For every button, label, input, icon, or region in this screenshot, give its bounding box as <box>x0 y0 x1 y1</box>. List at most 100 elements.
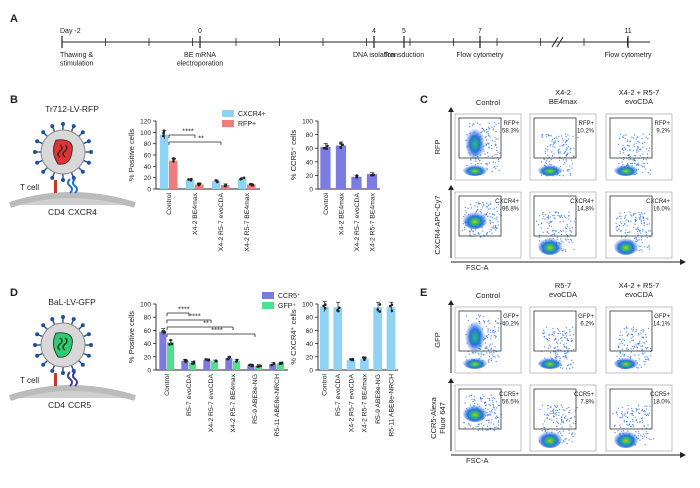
flow-event <box>488 361 490 363</box>
flow-event <box>547 158 549 160</box>
flow-event <box>566 169 568 171</box>
flow-event <box>645 234 648 236</box>
flow-event <box>631 345 634 348</box>
flow-event <box>473 230 475 232</box>
flow-event <box>565 149 567 151</box>
flow-event <box>632 150 635 152</box>
flow-event <box>645 414 648 417</box>
flow-event <box>639 148 642 150</box>
flow-event <box>640 222 643 225</box>
flow-event <box>559 357 561 360</box>
flow-event <box>554 413 556 415</box>
virus-name-label: Tr712-LV-RFP <box>45 104 99 114</box>
flow-event <box>559 216 561 218</box>
y-tick-label: 60 <box>144 328 152 335</box>
flow-event <box>624 146 626 148</box>
flow-event <box>550 143 552 146</box>
flow-event <box>636 228 638 230</box>
replicate-point <box>322 304 325 308</box>
flow-event <box>542 158 545 160</box>
flow-event <box>564 133 566 135</box>
flow-event <box>546 339 549 341</box>
flow-event <box>568 406 570 409</box>
virus-spike-head <box>33 343 37 347</box>
flow-event <box>541 430 544 432</box>
flow-event <box>546 145 549 148</box>
flow-event <box>643 330 645 332</box>
flow-event <box>635 142 637 144</box>
flow-event <box>559 332 561 335</box>
flow-event <box>642 162 645 164</box>
flow-event <box>635 407 638 410</box>
flow-event <box>568 439 570 441</box>
flow-column-header: evoCDA <box>625 290 653 299</box>
panel-d-label: D <box>10 287 18 299</box>
timeline-day-label: Day -2 <box>60 28 81 35</box>
flow-event <box>573 248 575 250</box>
flow-event <box>635 430 637 433</box>
flow-event <box>635 216 637 219</box>
flow-event <box>619 338 621 341</box>
flow-event <box>556 405 559 407</box>
flow-gate <box>458 310 502 352</box>
flow-event <box>649 230 652 232</box>
flow-column-header: Control <box>476 291 501 300</box>
flow-event <box>549 412 551 415</box>
flow-event <box>648 246 650 248</box>
flow-event <box>628 145 631 147</box>
flow-event <box>560 337 562 340</box>
flow-event <box>634 220 637 222</box>
flow-event <box>641 352 644 354</box>
flow-event <box>492 161 495 163</box>
flow-event <box>558 414 560 416</box>
flow-event <box>545 338 548 340</box>
flow-event <box>485 163 487 165</box>
flow-event <box>633 134 636 136</box>
flow-event <box>622 338 624 341</box>
flow-event <box>488 162 491 164</box>
flow-event <box>643 224 646 227</box>
flow-event <box>472 123 474 125</box>
flow-event <box>636 230 639 233</box>
flow-event <box>627 424 629 426</box>
flow-event <box>542 329 545 332</box>
flow-event <box>553 233 556 235</box>
flow-event <box>639 340 641 342</box>
flow-event <box>636 343 638 345</box>
flow-event <box>644 413 646 415</box>
flow-event <box>493 214 496 216</box>
flow-event <box>493 332 495 334</box>
flow-event <box>497 421 500 423</box>
flow-event <box>554 353 556 355</box>
flow-event <box>464 228 466 230</box>
significance-marker: ** <box>198 134 204 143</box>
flow-event <box>565 415 567 417</box>
flow-event <box>464 427 466 429</box>
flow-event <box>615 411 618 413</box>
timeline-day-label: 0 <box>198 28 202 35</box>
flow-event <box>487 360 490 362</box>
flow-event <box>627 139 629 141</box>
flow-event <box>495 335 497 338</box>
flow-event <box>488 122 490 124</box>
flow-event <box>551 230 554 232</box>
flow-event <box>634 173 636 176</box>
flow-event <box>561 406 563 408</box>
flow-event <box>622 147 624 149</box>
flow-event <box>566 153 568 155</box>
flow-event <box>489 343 491 346</box>
flow-event <box>554 211 557 213</box>
flow-event <box>485 136 487 138</box>
flow-event <box>627 348 629 351</box>
flow-event <box>638 408 640 410</box>
flow-event <box>638 432 640 435</box>
flow-event <box>628 154 630 157</box>
flow-event <box>646 237 648 239</box>
coreceptor-label: CXCR4 <box>68 207 97 217</box>
flow-event <box>576 136 579 139</box>
flow-event <box>549 352 552 354</box>
y-tick-label: 0 <box>147 368 151 375</box>
flow-event <box>477 352 479 354</box>
flow-event <box>637 146 640 149</box>
flow-event <box>497 224 499 226</box>
